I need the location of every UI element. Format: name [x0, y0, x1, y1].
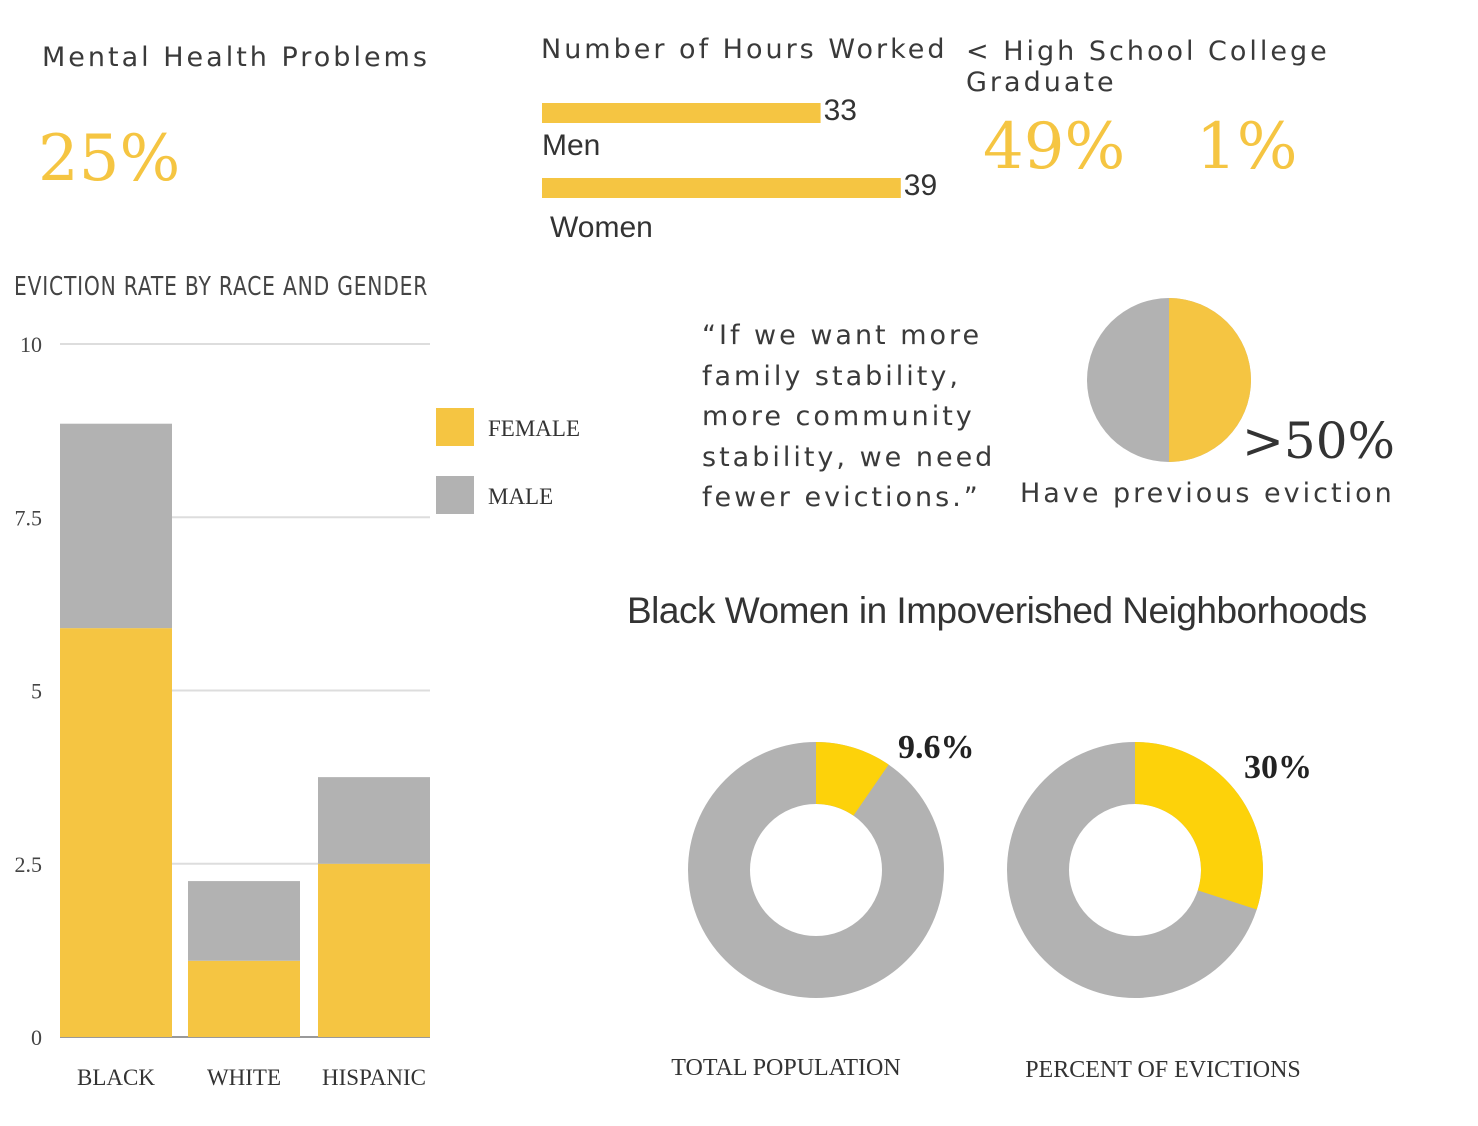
legend-swatch-male — [436, 476, 474, 514]
hours-bar-value: 33 — [824, 94, 857, 127]
quote-text: “If we want more family stability, more … — [702, 316, 995, 519]
quote-line: family stability, — [702, 360, 961, 392]
bar-black-female — [60, 628, 172, 1037]
x-tick-label: HISPANIC — [322, 1065, 426, 1090]
bar-white-male — [188, 881, 300, 961]
legend-swatch-female — [436, 408, 474, 446]
previous-eviction-label: Have previous eviction — [1020, 478, 1395, 509]
donut-category-label: PERCENT OF EVICTIONS — [1025, 1057, 1301, 1083]
quote-line: more community — [702, 401, 975, 432]
hours-bar-value: 39 — [904, 169, 937, 202]
previous-eviction-value: >50% — [1242, 412, 1396, 470]
neighborhoods-title: Black Women in Impoverished Neighborhood… — [627, 590, 1367, 631]
x-tick-label: WHITE — [207, 1065, 281, 1090]
y-tick-label: 0 — [31, 1025, 42, 1050]
previous-eviction-pie — [1087, 298, 1251, 462]
y-tick-label: 10 — [20, 332, 42, 357]
neighborhoods-donut-charts: 9.6% TOTAL POPULATION 30% PERCENT OF EVICTI… — [671, 729, 1312, 1083]
eviction-bar-chart: 0 2.5 5 7.5 10 BLACK WHITE HISPANIC FEMALE MALE — [15, 332, 581, 1090]
hours-bar-label: Women — [550, 211, 653, 244]
bar-black-male — [60, 423, 172, 629]
education-title: < High School College Graduate — [966, 36, 1330, 98]
bar-white-female — [188, 960, 300, 1037]
pie-slice-previous-eviction — [1169, 298, 1251, 462]
hours-bar-label: Men — [542, 129, 600, 162]
eviction-chart-title: EVICTION RATE BY RACE AND GENDER — [14, 272, 429, 302]
mental-health-title: Mental Health Problems — [42, 42, 430, 73]
donut-value-label: 30% — [1244, 749, 1312, 786]
quote-line: fewer evictions.” — [702, 482, 981, 513]
legend-label: MALE — [488, 484, 553, 509]
y-tick-label: 5 — [31, 679, 42, 704]
y-tick-label: 7.5 — [15, 505, 43, 530]
education-value-college: 1% — [1196, 110, 1298, 184]
donut-value-label: 9.6% — [898, 729, 975, 766]
mental-health-value: 25% — [38, 122, 181, 196]
bar-hispanic-female — [318, 863, 430, 1037]
quote-line: “If we want more — [702, 320, 983, 351]
donut-slice-black-women — [816, 742, 889, 816]
hours-worked-chart: 33 Men 39 Women — [542, 94, 937, 244]
y-tick-label: 2.5 — [15, 852, 43, 877]
donut-slice-black-women — [1135, 742, 1263, 910]
education-value-high-school: 49% — [983, 110, 1126, 184]
legend-label: FEMALE — [488, 416, 580, 441]
bar-hispanic-male — [318, 777, 430, 864]
quote-line: stability, we need — [702, 441, 996, 473]
hours-bar-women — [542, 178, 901, 198]
hours-worked-title: Number of Hours Worked — [541, 34, 948, 65]
x-tick-label: BLACK — [77, 1065, 155, 1090]
donut-category-label: TOTAL POPULATION — [671, 1055, 900, 1081]
hours-bar-men — [542, 103, 821, 123]
